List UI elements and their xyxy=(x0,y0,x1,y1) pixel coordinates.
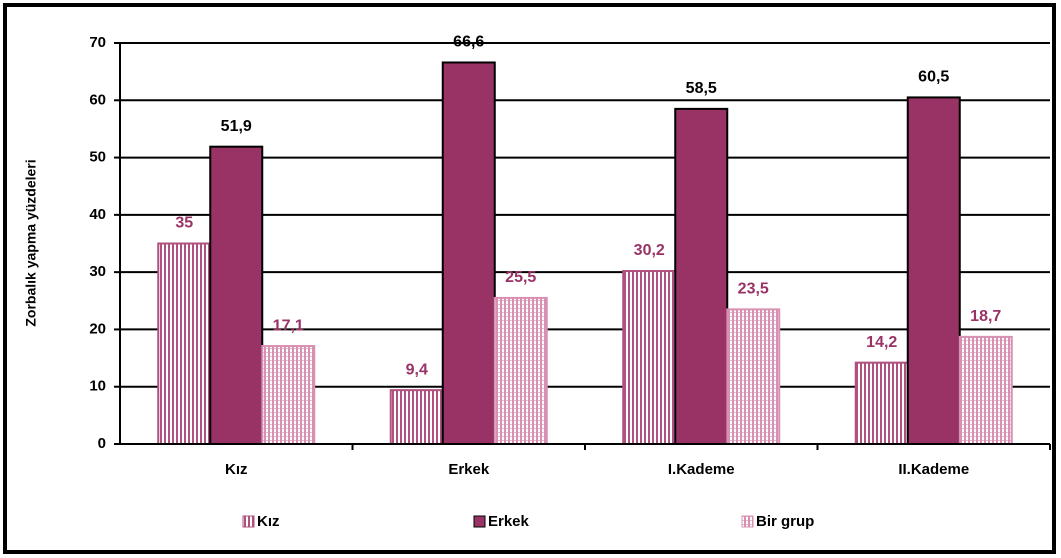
bar xyxy=(209,145,264,446)
bar xyxy=(958,335,1013,445)
bar xyxy=(726,308,781,445)
data-label: 18,7 xyxy=(970,308,1001,325)
data-label: 14,2 xyxy=(866,334,897,351)
data-label: 17,1 xyxy=(273,317,304,334)
y-tick-label: 10 xyxy=(89,378,106,395)
bar xyxy=(441,61,496,445)
legend-label: Erkek xyxy=(488,513,530,530)
y-tick-label: 40 xyxy=(89,206,106,223)
bar xyxy=(674,107,729,445)
y-tick-label: 20 xyxy=(89,320,106,337)
x-tick-label: I.Kademe xyxy=(668,461,735,478)
y-tick-label: 60 xyxy=(89,91,106,108)
data-label: 35 xyxy=(175,215,193,232)
bar xyxy=(261,345,316,446)
data-label: 58,5 xyxy=(686,80,717,97)
x-tick-label: II.Kademe xyxy=(898,461,969,478)
y-tick-label: 30 xyxy=(89,263,106,280)
data-label: 25,5 xyxy=(505,269,536,286)
data-label: 9,4 xyxy=(406,361,428,378)
x-tick-label: Erkek xyxy=(448,461,490,478)
data-label: 51,9 xyxy=(221,118,252,135)
bar xyxy=(157,242,212,445)
data-label: 30,2 xyxy=(634,242,665,259)
y-tick-label: 50 xyxy=(89,149,106,166)
legend-label: Bir grup xyxy=(756,513,814,530)
bar xyxy=(389,389,444,445)
bar xyxy=(906,96,961,446)
legend-label: Kız xyxy=(257,513,280,530)
bar xyxy=(854,361,909,446)
data-label: 23,5 xyxy=(738,281,769,298)
legend-swatch xyxy=(473,515,486,528)
data-label: 60,5 xyxy=(918,69,949,86)
data-label: 66,6 xyxy=(453,34,484,51)
legend-swatch xyxy=(242,515,255,528)
x-tick-label: Kız xyxy=(225,461,248,478)
bar xyxy=(622,269,677,445)
legend-swatch xyxy=(741,515,754,528)
y-tick-label: 70 xyxy=(89,34,106,51)
y-tick-label: 0 xyxy=(98,435,106,452)
y-axis-title: Zorbalık yapma yüzdeleri xyxy=(23,159,39,326)
bar xyxy=(493,296,548,445)
